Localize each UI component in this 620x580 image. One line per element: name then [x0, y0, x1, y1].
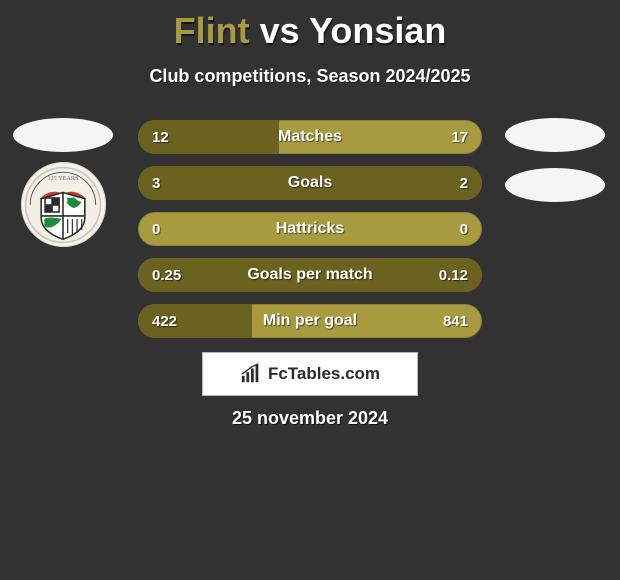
stat-right-value: 0.12 — [439, 258, 468, 292]
placeholder-oval — [13, 118, 113, 152]
stats-bars: 12Matches17 3Goals2 0Hattricks0 0.25Goals p… — [138, 120, 482, 350]
brand-link[interactable]: FcTables.com — [202, 352, 418, 396]
stat-bar: 3Goals2 — [138, 166, 482, 200]
stat-label: Hattricks — [138, 212, 482, 246]
stat-right-value: 841 — [443, 304, 468, 338]
brand-text: FcTables.com — [268, 364, 380, 384]
stat-right-value: 17 — [451, 120, 468, 154]
placeholder-oval — [505, 168, 605, 202]
svg-text:125 YEARS: 125 YEARS — [47, 175, 79, 182]
placeholder-oval — [505, 118, 605, 152]
stat-label: Min per goal — [138, 304, 482, 338]
stat-bar: 422Min per goal841 — [138, 304, 482, 338]
stat-label: Goals per match — [138, 258, 482, 292]
subtitle: Club competitions, Season 2024/2025 — [0, 66, 620, 87]
stat-right-value: 0 — [460, 212, 468, 246]
team-b-crest-column — [500, 118, 610, 212]
stat-label: Matches — [138, 120, 482, 154]
date-text: 25 november 2024 — [0, 408, 620, 429]
bar-chart-icon — [240, 363, 262, 385]
team-a-crest-column: 125 YEARS — [8, 118, 118, 247]
team-a-badge: 125 YEARS — [21, 162, 106, 247]
vs-text: vs — [260, 10, 300, 51]
stat-label: Goals — [138, 166, 482, 200]
stat-bar: 12Matches17 — [138, 120, 482, 154]
team-a-name: Flint — [174, 10, 250, 51]
team-b-name: Yonsian — [309, 10, 446, 51]
stat-bar: 0.25Goals per match0.12 — [138, 258, 482, 292]
page-title: Flint vs Yonsian — [0, 0, 620, 52]
stat-bar: 0Hattricks0 — [138, 212, 482, 246]
shield-icon: 125 YEARS — [24, 166, 102, 244]
stat-right-value: 2 — [460, 166, 468, 200]
